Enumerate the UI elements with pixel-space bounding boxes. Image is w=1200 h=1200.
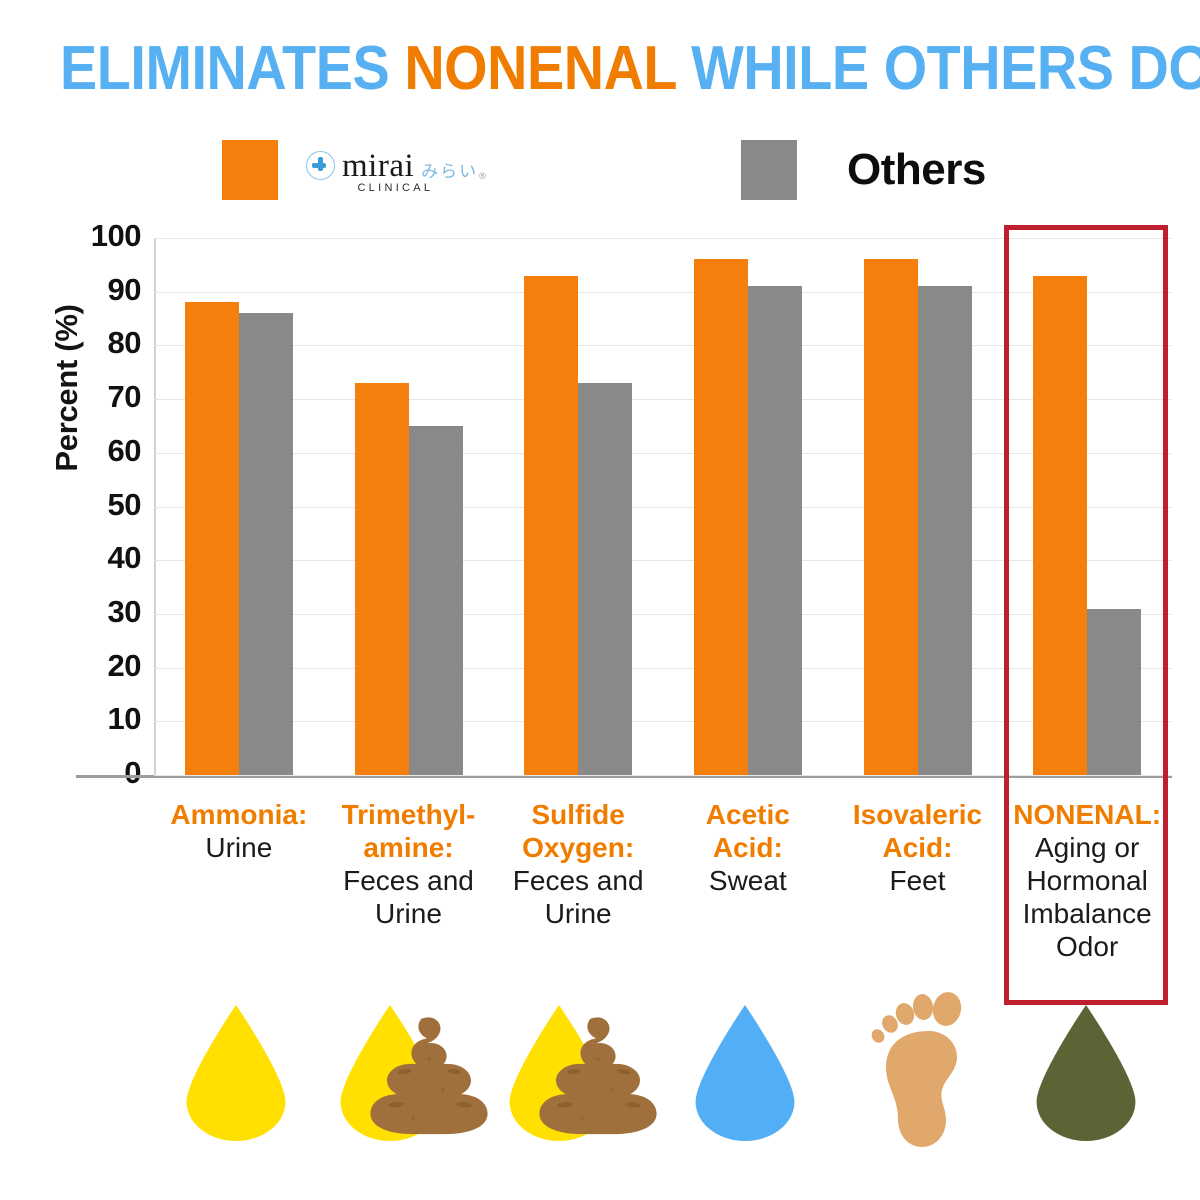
- bar-others[interactable]: [1087, 608, 1142, 775]
- mirai-flower-icon: [306, 151, 335, 180]
- category-source: Feces and: [512, 865, 644, 896]
- category-label: Acetic Acid: Sweat: [658, 798, 838, 897]
- category-source: Urine: [205, 832, 273, 863]
- icon-slot: [493, 985, 663, 1160]
- category-label: NONENAL: Aging or Hormonal Imbalance Odor: [997, 798, 1177, 963]
- y-axis-tick-label: 70: [107, 379, 142, 415]
- category-source: Urine: [375, 898, 442, 929]
- y-axis-tick-label: 90: [107, 271, 142, 307]
- bar-others[interactable]: [238, 313, 293, 775]
- feces-icon: [539, 1015, 657, 1140]
- feces-icon: [370, 1015, 488, 1140]
- category-name: amine:: [363, 832, 454, 863]
- legend-item-mirai-clinical[interactable]: mirai みらい ® CLINICAL: [222, 140, 486, 200]
- category-source: Feet: [889, 865, 946, 896]
- y-axis-tick-label: 40: [107, 540, 142, 576]
- gridline: [154, 345, 1172, 347]
- category-source: Sweat: [708, 865, 787, 896]
- footprint-icon: [871, 991, 971, 1151]
- bar-mirai[interactable]: [863, 259, 918, 775]
- bar-others[interactable]: [578, 383, 633, 775]
- y-axis-tick-label: 50: [107, 486, 142, 522]
- icon-slot: [154, 985, 324, 1160]
- icon-slot: [663, 985, 833, 1160]
- category-source: Imbalance: [1022, 898, 1152, 929]
- gridline: [154, 721, 1172, 723]
- title-part-1: ELIMINATES: [60, 34, 405, 103]
- legend-swatch-others: [741, 140, 797, 200]
- bar-others[interactable]: [917, 286, 972, 775]
- gridline: [154, 667, 1172, 669]
- chart-legend: mirai みらい ® CLINICAL Others: [0, 140, 1200, 202]
- category-name: Isovaleric: [852, 799, 983, 830]
- category-source: Odor: [1056, 931, 1119, 962]
- legend-label-others: Others: [847, 145, 986, 194]
- bar-others[interactable]: [747, 286, 802, 775]
- bar-mirai[interactable]: [184, 302, 239, 775]
- category-name: Ammonia:: [170, 799, 308, 830]
- urine-drop-icon: [184, 1003, 288, 1141]
- category-label: Trimethyl-amine: Feces and Urine: [319, 798, 499, 930]
- gridline: [154, 613, 1172, 615]
- category-name: Oxygen:: [522, 832, 635, 863]
- bar-mirai[interactable]: [1033, 275, 1088, 775]
- gridline: [154, 399, 1172, 401]
- mirai-logo-subtitle: CLINICAL: [357, 181, 434, 194]
- category-label: Ammonia: Urine: [149, 798, 329, 864]
- gridline: [154, 560, 1172, 562]
- category-name: Sulfide: [531, 799, 625, 830]
- legend-swatch-mirai: [222, 140, 278, 200]
- icon-slot: [833, 985, 1003, 1160]
- title-highlight-nonenal: NONENAL: [404, 34, 677, 103]
- y-axis-tick-label: 80: [107, 325, 142, 361]
- category-name: Trimethyl-: [341, 799, 476, 830]
- category-source: Feces and: [343, 865, 474, 896]
- bar-others[interactable]: [408, 425, 463, 775]
- y-axis-tick-label: 0: [124, 755, 141, 790]
- category-label: Sulfide Oxygen: Feces and Urine: [488, 798, 668, 930]
- icon-slot: [1002, 985, 1172, 1160]
- x-axis-line: [76, 775, 1172, 778]
- category-source: Hormonal: [1026, 865, 1148, 896]
- category-name: Acid:: [882, 832, 953, 863]
- gridline: [154, 506, 1172, 508]
- page-title: ELIMINATES NONENAL WHILE OTHERS DON’T: [60, 34, 1200, 104]
- y-axis-tick-label: 20: [107, 647, 142, 683]
- y-axis-tick-label: 60: [107, 432, 142, 468]
- mirai-logo-word: mirai: [342, 147, 415, 184]
- y-axis-tick-label: 30: [107, 593, 142, 629]
- gridline: [154, 452, 1172, 454]
- gridline: [154, 775, 1172, 776]
- legend-item-others[interactable]: Others: [741, 140, 986, 200]
- y-axis-tick-label: 100: [90, 218, 142, 253]
- title-part-2: WHILE OTHERS DON’T: [691, 34, 1200, 103]
- mirai-clinical-logo: mirai みらい ® CLINICAL: [306, 147, 486, 194]
- gridline: [154, 291, 1172, 293]
- category-name: NONENAL:: [1013, 799, 1162, 830]
- category-source: Urine: [544, 898, 612, 929]
- category-name: Acid:: [712, 832, 783, 863]
- bar-mirai[interactable]: [693, 259, 748, 775]
- plot-area: [154, 238, 1172, 776]
- bar-mirai[interactable]: [524, 275, 579, 775]
- icon-slot: [324, 985, 494, 1160]
- registered-trademark-icon: ®: [479, 170, 486, 181]
- category-label: Isovaleric Acid: Feet: [828, 798, 1008, 897]
- category-name: Acetic: [705, 799, 790, 830]
- y-axis-tick-label: 10: [107, 701, 142, 737]
- sweat-drop-icon: [693, 1003, 797, 1141]
- mirai-logo-japanese: みらい: [421, 162, 479, 182]
- gridline: [154, 238, 1172, 239]
- category-source: Aging or: [1035, 832, 1140, 863]
- nonenal-drop-icon: [1034, 1003, 1138, 1141]
- bar-mirai[interactable]: [354, 383, 409, 775]
